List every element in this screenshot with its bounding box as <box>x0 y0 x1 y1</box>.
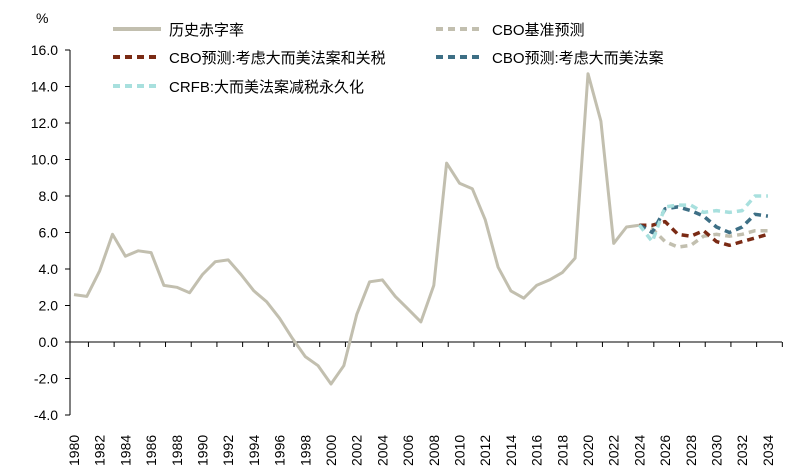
legend-label: CBO基准预测 <box>492 22 585 39</box>
x-tick-label: 2022 <box>606 435 622 466</box>
x-tick-label: 2020 <box>580 435 596 466</box>
y-tick-label: -2.0 <box>34 371 58 387</box>
x-tick-label: 2002 <box>349 435 365 466</box>
x-tick-label: 1998 <box>297 435 313 466</box>
x-tick-label: 2028 <box>683 435 699 466</box>
series-lines <box>73 72 769 386</box>
y-tick-label: 2.0 <box>39 298 59 314</box>
x-tick-label: 2030 <box>709 435 725 466</box>
y-tick-label: 0.0 <box>39 334 59 350</box>
legend: 历史赤字率 CBO基准预测 CBO预测:考虑大而美法案和关税 CBO预测:考虑大而美法… <box>113 22 664 96</box>
x-tick-label: 2016 <box>529 435 545 466</box>
x-tick-label: 2018 <box>554 435 570 466</box>
x-tick-label: 2004 <box>374 435 390 466</box>
series-line-3 <box>638 205 769 235</box>
y-unit-label: % <box>36 10 48 26</box>
x-tick-label: 1986 <box>143 435 159 466</box>
legend-label: CBO预测:考虑大而美法案和关税 <box>169 49 386 67</box>
series-line-1 <box>638 223 768 249</box>
x-tick-label: 2014 <box>503 435 519 466</box>
series-line-4 <box>638 194 768 244</box>
x-tick-label: 2032 <box>734 435 750 466</box>
y-tick-label: 12.0 <box>31 115 58 131</box>
x-tick-label: 1994 <box>246 435 262 466</box>
x-axis: 1980 1982 1984 1986 1988 1990 1992 1994 1996 1998… <box>66 341 783 466</box>
x-tick-label: 1984 <box>117 435 133 466</box>
y-tick-label: 16.0 <box>31 42 58 58</box>
y-tick-label: 4.0 <box>39 261 59 277</box>
x-tick-label: 2010 <box>452 435 468 466</box>
x-tick-label: 2012 <box>477 435 493 466</box>
y-tick-label: -4.0 <box>34 407 58 423</box>
legend-label: CBO预测:考虑大而美法案 <box>492 49 664 67</box>
y-tick-label: 6.0 <box>39 225 59 241</box>
x-tick-label: 2006 <box>400 435 416 466</box>
x-tick-label: 1980 <box>66 435 82 466</box>
x-tick-label: 2024 <box>631 435 647 466</box>
x-tick-label: 2000 <box>323 435 339 466</box>
x-tick-label: 1990 <box>195 435 211 466</box>
y-axis: -4.0 -2.0 0.0 2.0 4.0 6.0 8.0 10.0 12.0 14.0 16.0 <box>31 42 71 423</box>
x-tick-label: 1982 <box>92 435 108 466</box>
x-tick-label: 1996 <box>272 435 288 466</box>
x-tick-label: 2026 <box>657 435 673 466</box>
x-tick-label: 2034 <box>760 435 776 466</box>
y-tick-label: 8.0 <box>39 188 59 204</box>
series-line-0 <box>73 72 640 386</box>
x-tick-label: 2008 <box>426 435 442 466</box>
x-tick-label: 1992 <box>220 435 236 466</box>
y-tick-label: 14.0 <box>31 79 58 95</box>
legend-label: CRFB:大而美法案减税永久化 <box>169 78 364 96</box>
y-tick-label: 10.0 <box>31 152 58 168</box>
x-tick-label: 1988 <box>169 435 185 466</box>
legend-label: 历史赤字率 <box>169 22 244 39</box>
